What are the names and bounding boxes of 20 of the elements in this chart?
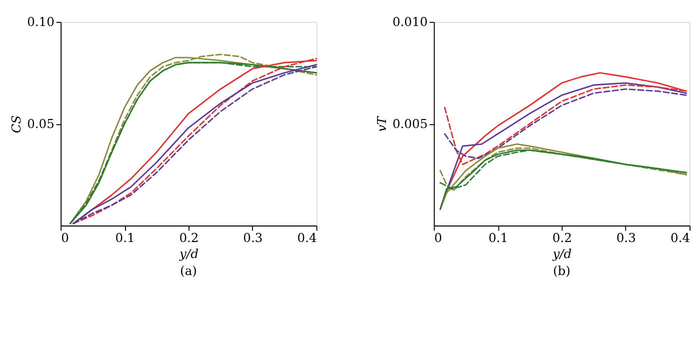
y-tick-label: 0.010 bbox=[392, 15, 428, 30]
x-tick-label: 0.3 bbox=[243, 231, 263, 246]
x-tick-label: 0.1 bbox=[488, 231, 508, 246]
x-tick-label: 0.1 bbox=[115, 231, 135, 246]
text: (b) bbox=[552, 264, 570, 278]
y-tick-label: 0.10 bbox=[27, 15, 54, 30]
x-tick-label: 0 bbox=[434, 231, 442, 246]
text: (a) bbox=[180, 264, 197, 278]
x-tick-label: 0.4 bbox=[670, 231, 690, 246]
y-axis-title: vT bbox=[374, 116, 389, 132]
y-tick-label: 0.05 bbox=[27, 116, 54, 131]
x-tick-label: 0.2 bbox=[552, 231, 572, 246]
x-axis-title: y/d bbox=[552, 247, 572, 262]
x-axis-title: y/d bbox=[178, 247, 199, 262]
y-axis-title: CS bbox=[9, 115, 24, 134]
y-tick-label: 0.005 bbox=[392, 116, 428, 131]
x-tick-label: 0 bbox=[61, 231, 69, 246]
x-tick-label: 0.4 bbox=[297, 231, 318, 246]
x-tick-label: 0.2 bbox=[179, 231, 199, 246]
x-tick-label: 0.3 bbox=[616, 231, 636, 246]
